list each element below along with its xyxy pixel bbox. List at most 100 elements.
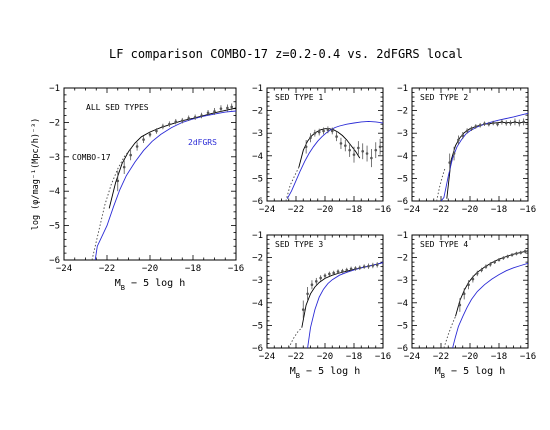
y-tick-label: −6 [252, 344, 263, 354]
data-point [319, 276, 322, 280]
y-axis-label: log (φ/mag⁻¹(Mpc/h)⁻³) [31, 118, 41, 231]
plot-frame [411, 87, 529, 202]
data-point [484, 265, 488, 268]
data-point [323, 274, 327, 277]
x-tick-label: −24 [404, 205, 420, 215]
x-tick-label: −24 [56, 264, 72, 274]
series-combo17-line [446, 121, 528, 199]
data-point [349, 267, 353, 271]
series-2dfgrs-line [307, 262, 383, 348]
x-tick-label: −16 [375, 205, 391, 215]
panel-data [91, 103, 236, 260]
panel-data [285, 120, 383, 201]
data-point [489, 263, 492, 266]
data-point [328, 272, 331, 276]
y-tick-label: −5 [397, 321, 408, 331]
data-point [330, 129, 334, 133]
series-extrapolation-line [285, 166, 300, 201]
data-point [362, 265, 366, 268]
data-point [322, 129, 325, 133]
series-combo17-line [455, 250, 528, 317]
data-point [129, 153, 132, 157]
y-tick-label: −1 [397, 84, 408, 94]
data-point [378, 145, 382, 149]
y-tick-label: −5 [252, 174, 263, 184]
panel-data [288, 262, 383, 348]
data-point [465, 129, 469, 133]
x-tick-label: −20 [462, 205, 478, 215]
data-point [462, 292, 466, 296]
data-point [226, 106, 229, 110]
data-point [365, 152, 369, 155]
data-point [348, 148, 351, 152]
panel-2: −24 −22 −20 −18 −16 −6 −5 −4 −3 −2 −1 SED TYPE 1 [252, 84, 391, 215]
x-tick-label: −24 [404, 352, 420, 362]
data-point [301, 308, 305, 311]
y-tick-label: −6 [397, 197, 408, 207]
data-point [504, 121, 508, 125]
data-point [522, 120, 525, 124]
series-combo17-line [108, 107, 236, 209]
data-point [374, 148, 378, 152]
data-point [487, 122, 491, 126]
data-point [357, 146, 360, 150]
data-point [367, 264, 370, 268]
data-point [344, 144, 347, 147]
data-point [148, 133, 152, 136]
data-point [193, 115, 197, 119]
annotation-combo17: COMBO-17 [72, 153, 111, 162]
data-point [306, 292, 309, 296]
x-tick-label: −22 [288, 352, 304, 362]
y-tick-label: −4 [252, 299, 263, 309]
data-point [500, 120, 504, 124]
data-point [187, 116, 190, 120]
y-tick-label: −3 [397, 276, 408, 286]
data-point [116, 179, 120, 183]
data-point [452, 152, 456, 155]
y-tick-label: −1 [252, 84, 263, 94]
panel-label: SED TYPE 2 [420, 93, 468, 102]
data-point [510, 253, 514, 257]
y-tick-label: −3 [49, 153, 60, 163]
y-tick-label: −5 [49, 222, 60, 232]
panel-data [443, 249, 528, 348]
x-tick-label: −24 [259, 205, 275, 215]
data-point [339, 142, 343, 145]
x-tick-label: −18 [346, 352, 362, 362]
y-tick-label: −2 [252, 107, 263, 117]
y-tick-label: −4 [252, 152, 263, 162]
x-tick-label: −22 [433, 352, 449, 362]
data-point [219, 107, 223, 110]
data-point [471, 277, 475, 281]
y-tick-label: −1 [49, 84, 60, 94]
data-point [142, 138, 145, 141]
x-tick-label: −20 [142, 264, 158, 274]
data-point [341, 269, 344, 273]
y-tick-label: −5 [397, 174, 408, 184]
data-point [371, 264, 375, 267]
x-tick-label: −18 [491, 205, 507, 215]
plot-frame [411, 234, 529, 349]
data-point [506, 255, 510, 258]
data-point [497, 258, 501, 262]
panel-4: −24 −22 −20 −18 −16 −6 −5 −4 −3 −2 −1 SED TYPE 3 MB … [252, 231, 391, 380]
data-point [206, 111, 210, 115]
series-extrapolation-line [443, 316, 456, 348]
y-tick-label: −6 [252, 197, 263, 207]
data-point [458, 303, 462, 307]
x-tick-label: −24 [259, 352, 275, 362]
data-point [309, 136, 312, 140]
x-tick-label: −16 [520, 205, 536, 215]
data-point [509, 121, 512, 125]
x-axis-label: MB − 5 log h [290, 366, 360, 380]
data-point [474, 125, 478, 128]
data-point [375, 263, 379, 267]
data-point [315, 280, 318, 283]
data-point [155, 129, 158, 133]
panel-5: −24 −22 −20 −18 −16 −6 −5 −4 −3 −2 −1 SED TYPE 4 MB … [397, 231, 536, 380]
y-tick-label: −3 [252, 276, 263, 286]
data-point [519, 251, 523, 254]
data-point [336, 270, 340, 273]
y-tick-label: −3 [252, 129, 263, 139]
y-tick-label: −2 [397, 107, 408, 117]
